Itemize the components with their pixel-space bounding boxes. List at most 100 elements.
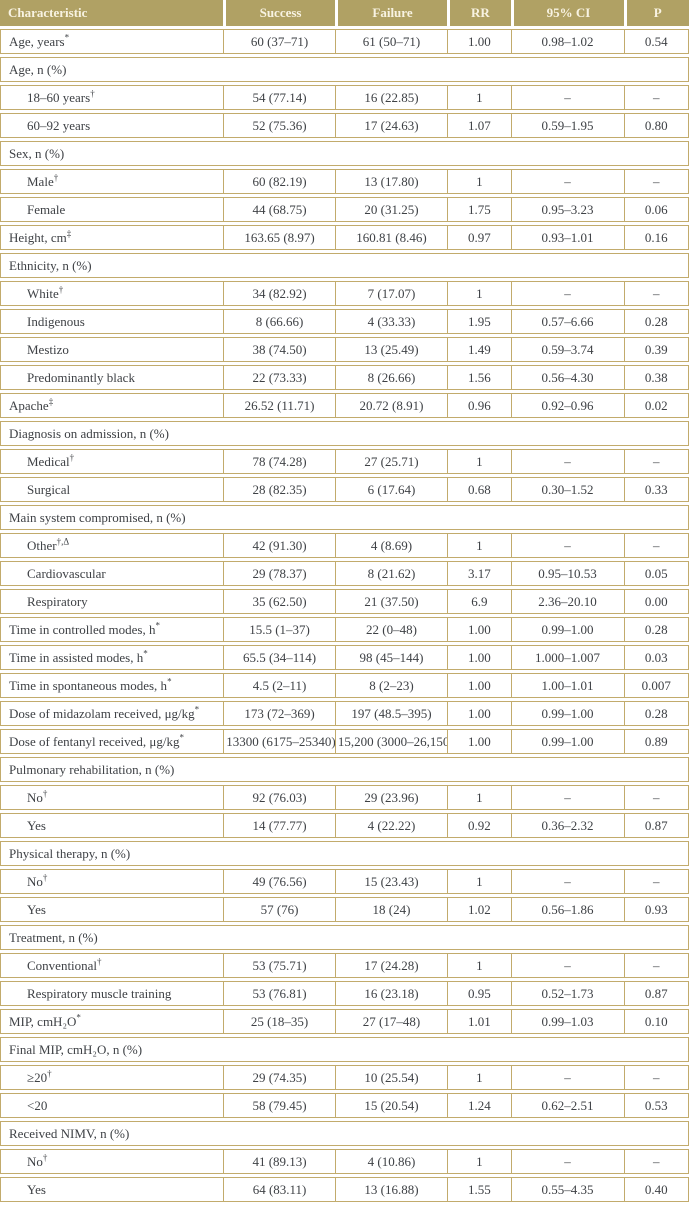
table-row: Time in controlled modes, h* 15.5 (1–37)…: [0, 617, 689, 642]
characteristic-cell: ≥20†: [0, 1065, 223, 1090]
section-row: Physical therapy, n (%): [0, 841, 689, 866]
success-cell: 28 (82.35): [223, 477, 335, 502]
characteristic-cell: <20: [0, 1093, 223, 1118]
table-row: Age, years* 60 (37–71) 61 (50–71) 1.00 0…: [0, 29, 689, 54]
characteristic-cell: Cardiovascular: [0, 561, 223, 586]
p-cell: 0.10: [624, 1009, 689, 1034]
failure-cell: 4 (8.69): [335, 533, 447, 558]
header-p: P: [624, 0, 689, 26]
success-cell: 53 (76.81): [223, 981, 335, 1006]
rr-cell: 1.01: [447, 1009, 510, 1034]
ci-cell: 0.57–6.66: [511, 309, 624, 334]
p-cell: 0.93: [624, 897, 689, 922]
rr-cell: 1.56: [447, 365, 510, 390]
footnote-marker: ‡: [49, 397, 54, 407]
success-cell: 41 (89.13): [223, 1149, 335, 1174]
ci-cell: –: [511, 785, 624, 810]
p-cell: 0.38: [624, 365, 689, 390]
rr-cell: 1: [447, 1149, 510, 1174]
footnote-marker: †: [70, 453, 75, 463]
table-row: Other†,Δ 42 (91.30) 4 (8.69) 1 – –: [0, 533, 689, 558]
table-row: Medical† 78 (74.28) 27 (25.71) 1 – –: [0, 449, 689, 474]
footnote-marker: †,Δ: [57, 537, 70, 547]
table-row: Height, cm‡ 163.65 (8.97) 160.81 (8.46) …: [0, 225, 689, 250]
success-cell: 53 (75.71): [223, 953, 335, 978]
ci-cell: 0.99–1.00: [511, 701, 624, 726]
p-cell: 0.16: [624, 225, 689, 250]
failure-cell: 29 (23.96): [335, 785, 447, 810]
table-row: Conventional† 53 (75.71) 17 (24.28) 1 – …: [0, 953, 689, 978]
rr-cell: 1.00: [447, 701, 510, 726]
success-cell: 54 (77.14): [223, 85, 335, 110]
table-row: No† 49 (76.56) 15 (23.43) 1 – –: [0, 869, 689, 894]
table-row: Male† 60 (82.19) 13 (17.80) 1 – –: [0, 169, 689, 194]
success-cell: 29 (74.35): [223, 1065, 335, 1090]
rr-cell: 0.96: [447, 393, 510, 418]
row-label: Surgical: [27, 482, 70, 497]
table-row: Time in assisted modes, h* 65.5 (34–114)…: [0, 645, 689, 670]
rr-cell: 0.97: [447, 225, 510, 250]
failure-cell: 17 (24.63): [335, 113, 447, 138]
characteristic-cell: Surgical: [0, 477, 223, 502]
p-cell: –: [624, 953, 689, 978]
characteristic-cell: Male†: [0, 169, 223, 194]
success-cell: 13300 (6175–25340): [223, 729, 335, 754]
rr-cell: 1: [447, 785, 510, 810]
section-row: Final MIP, cmH₂O, n (%): [0, 1037, 689, 1062]
characteristic-cell: Other†,Δ: [0, 533, 223, 558]
p-cell: 0.80: [624, 113, 689, 138]
row-label: Apache: [9, 398, 49, 413]
section-label: Ethnicity, n (%): [0, 253, 689, 278]
success-cell: 8 (66.66): [223, 309, 335, 334]
footnote-marker: †: [47, 1069, 52, 1079]
table-row: Indigenous 8 (66.66) 4 (33.33) 1.95 0.57…: [0, 309, 689, 334]
footnote-marker: †: [43, 1153, 48, 1163]
characteristic-cell: Time in assisted modes, h*: [0, 645, 223, 670]
p-cell: 0.53: [624, 1093, 689, 1118]
table-row: Yes 57 (76) 18 (24) 1.02 0.56–1.86 0.93: [0, 897, 689, 922]
table-row: Respiratory muscle training 53 (76.81) 1…: [0, 981, 689, 1006]
failure-cell: 20.72 (8.91): [335, 393, 447, 418]
failure-cell: 13 (25.49): [335, 337, 447, 362]
p-cell: 0.40: [624, 1177, 689, 1202]
footnote-marker: †: [97, 957, 102, 967]
footnote-marker: †: [54, 173, 59, 183]
header-success: Success: [223, 0, 335, 26]
p-cell: –: [624, 1149, 689, 1174]
ci-cell: –: [511, 169, 624, 194]
row-label: No: [27, 790, 43, 805]
rr-cell: 1.00: [447, 729, 510, 754]
footnote-marker: *: [180, 733, 185, 743]
rr-cell: 1.00: [447, 645, 510, 670]
footnote-marker: *: [76, 1013, 81, 1023]
ci-cell: 0.95–10.53: [511, 561, 624, 586]
rr-cell: 1.55: [447, 1177, 510, 1202]
table-row: No† 92 (76.03) 29 (23.96) 1 – –: [0, 785, 689, 810]
footnote-marker: *: [195, 705, 200, 715]
p-cell: –: [624, 281, 689, 306]
footnote-marker: †: [90, 89, 95, 99]
row-label: Time in assisted modes, h: [9, 650, 143, 665]
characteristic-cell: Age, years*: [0, 29, 223, 54]
failure-cell: 7 (17.07): [335, 281, 447, 306]
success-cell: 38 (74.50): [223, 337, 335, 362]
section-label: Diagnosis on admission, n (%): [0, 421, 689, 446]
p-cell: 0.54: [624, 29, 689, 54]
rr-cell: 1.00: [447, 617, 510, 642]
footnote-marker: ‡: [67, 229, 72, 239]
ci-cell: 0.99–1.03: [511, 1009, 624, 1034]
rr-cell: 0.68: [447, 477, 510, 502]
characteristic-cell: 60–92 years: [0, 113, 223, 138]
row-label: No: [27, 874, 43, 889]
row-label: Respiratory: [27, 594, 88, 609]
row-label: Time in controlled modes, h: [9, 622, 156, 637]
success-cell: 92 (76.03): [223, 785, 335, 810]
table-row: Mestizo 38 (74.50) 13 (25.49) 1.49 0.59–…: [0, 337, 689, 362]
ci-cell: 0.95–3.23: [511, 197, 624, 222]
row-label: White: [27, 286, 59, 301]
characteristic-cell: Predominantly black: [0, 365, 223, 390]
ci-cell: –: [511, 533, 624, 558]
ci-cell: 0.92–0.96: [511, 393, 624, 418]
p-cell: 0.87: [624, 813, 689, 838]
